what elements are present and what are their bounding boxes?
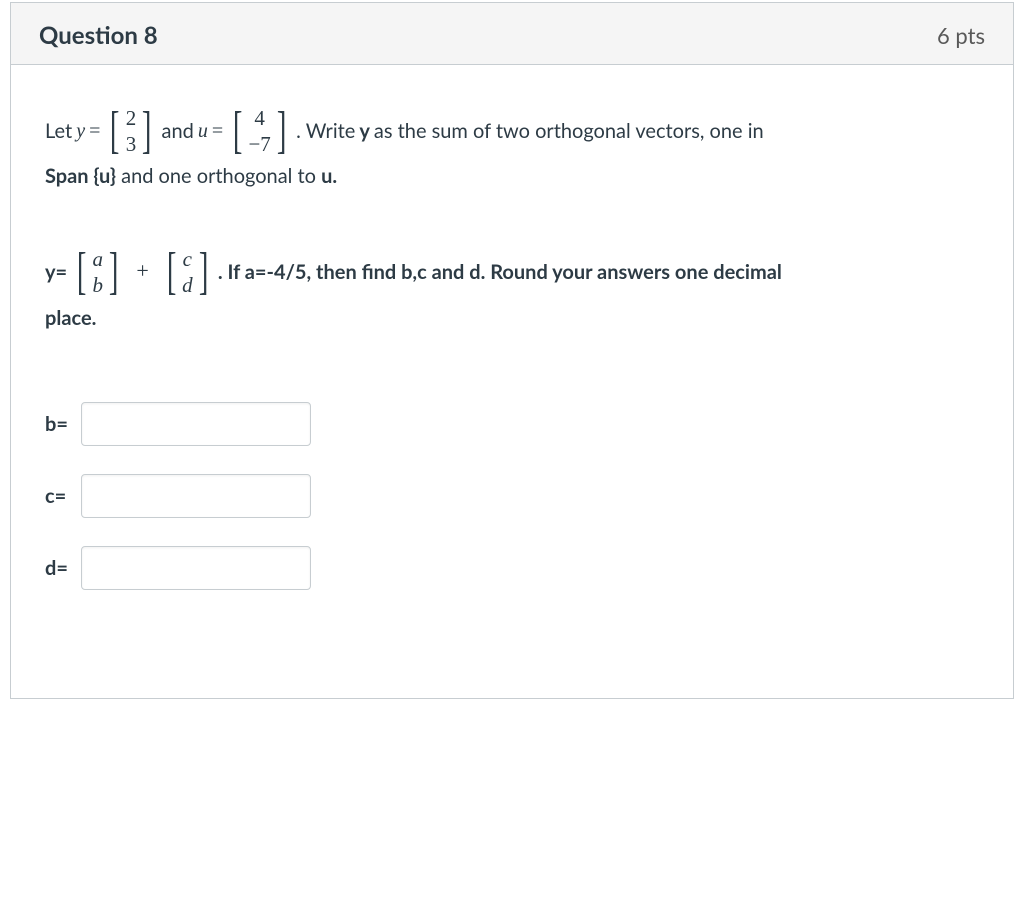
question-card: Question 8 6 pts Let y = [ 2 3 ] and u: [10, 2, 1014, 699]
bracket-left-icon: [: [233, 109, 243, 153]
if-text: . If a=-4/5, then find b,c and d. Round …: [218, 258, 782, 286]
bold-y: y: [359, 117, 370, 145]
matrix-u: [ 4 −7 ]: [229, 105, 290, 158]
and-text: and: [162, 117, 194, 145]
question-title: Question 8: [39, 21, 158, 50]
matrix-ab: [ a b ]: [73, 246, 122, 299]
bracket-left-icon: [: [77, 250, 87, 294]
bracket-right-icon: ]: [277, 109, 287, 153]
bracket-right-icon: ]: [142, 109, 152, 153]
input-d[interactable]: [81, 546, 311, 590]
answer-row-d: d=: [45, 546, 979, 590]
label-d: d=: [45, 554, 81, 582]
answer-row-b: b=: [45, 402, 979, 446]
let-text: Let: [45, 117, 72, 145]
equals-2: =: [212, 117, 223, 145]
answer-section: b= c= d=: [45, 402, 979, 590]
question-body: Let y = [ 2 3 ] and u = [ 4: [11, 65, 1013, 698]
bold-u: u.: [321, 164, 337, 188]
place-text: place.: [45, 304, 979, 332]
y-top: 2: [126, 105, 137, 131]
y-equals: y=: [45, 258, 67, 286]
bracket-right-icon: ]: [109, 250, 119, 294]
problem-line-1: Let y = [ 2 3 ] and u = [ 4: [45, 105, 979, 158]
question-points: 6 pts: [937, 22, 985, 49]
equals-1: =: [89, 117, 100, 145]
ab-top: a: [92, 246, 103, 272]
equation-line: y= [ a b ] + [ c d ] . If a=-4/5, then f…: [45, 246, 979, 299]
cd-bot: d: [182, 272, 193, 298]
bracket-left-icon: [: [110, 109, 120, 153]
span-mid: and one orthogonal to: [121, 164, 321, 188]
y-bot: 3: [126, 131, 137, 157]
label-c: c=: [45, 482, 81, 510]
plus-sign: +: [136, 256, 148, 287]
matrix-cd: [ c d ]: [163, 246, 212, 299]
bracket-left-icon: [: [167, 250, 177, 294]
label-b: b=: [45, 410, 81, 438]
problem-line-2: Span {u} and one orthogonal to u.: [45, 162, 979, 190]
matrix-y: [ 2 3 ]: [106, 105, 155, 158]
answer-row-c: c=: [45, 474, 979, 518]
ab-bot: b: [92, 272, 103, 298]
question-header: Question 8 6 pts: [11, 3, 1013, 65]
write-text: . Write: [296, 117, 355, 145]
var-u: u: [198, 117, 208, 145]
span-text: Span {u}: [45, 164, 116, 188]
u-top: 4: [254, 105, 265, 131]
sum-text: as the sum of two orthogonal vectors, on…: [374, 117, 764, 145]
input-b[interactable]: [81, 402, 311, 446]
u-bot: −7: [248, 131, 270, 157]
input-c[interactable]: [81, 474, 311, 518]
bracket-right-icon: ]: [198, 250, 208, 294]
cd-top: c: [183, 246, 192, 272]
var-y: y: [76, 117, 85, 145]
